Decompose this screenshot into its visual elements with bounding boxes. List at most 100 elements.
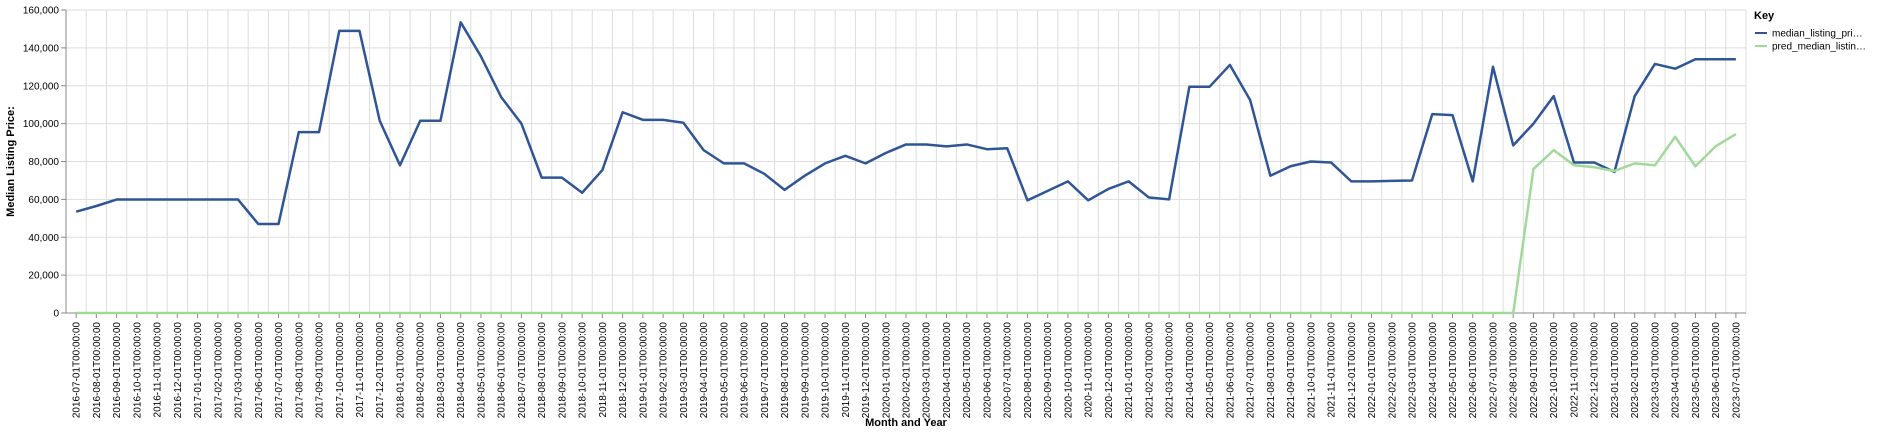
- legend-title: Key: [1754, 10, 1775, 22]
- x-tick-label: 2017-02-01T00:00:00: [213, 322, 224, 419]
- x-tick-label: 2021-04-01T00:00:00: [1185, 322, 1196, 419]
- x-tick-label: 2018-09-01T00:00:00: [557, 322, 568, 419]
- x-tick-label: 2023-02-01T00:00:00: [1630, 322, 1641, 419]
- y-tick-label: 120,000: [23, 81, 60, 92]
- x-tick-label: 2021-02-01T00:00:00: [1144, 322, 1155, 419]
- x-tick-label: 2021-06-01T00:00:00: [1225, 322, 1236, 419]
- x-tick-label: 2022-01-01T00:00:00: [1367, 322, 1378, 419]
- x-tick-label: 2023-04-01T00:00:00: [1671, 322, 1682, 419]
- x-tick-label: 2019-07-01T00:00:00: [760, 322, 771, 419]
- x-tick-label: 2018-04-01T00:00:00: [456, 322, 467, 419]
- x-tick-label: 2021-01-01T00:00:00: [1124, 322, 1135, 419]
- x-tick-label: 2017-01-01T00:00:00: [193, 322, 204, 419]
- x-tick-label: 2022-05-01T00:00:00: [1448, 322, 1459, 419]
- x-tick-label: 2018-12-01T00:00:00: [618, 322, 629, 419]
- x-tick-label: 2020-04-01T00:00:00: [942, 322, 953, 419]
- x-tick-label: 2016-11-01T00:00:00: [153, 322, 164, 418]
- x-tick-label: 2022-02-01T00:00:00: [1387, 322, 1398, 419]
- y-tick-label: 20,000: [28, 271, 59, 282]
- x-tick-label: 2018-03-01T00:00:00: [436, 322, 447, 419]
- x-tick-label: 2020-12-01T00:00:00: [1104, 322, 1115, 419]
- x-tick-label: 2022-10-01T00:00:00: [1549, 322, 1560, 419]
- grid-lines: [65, 9, 1747, 314]
- legend-label: pred_median_listin…: [1772, 42, 1866, 53]
- x-tick-label: 2017-08-01T00:00:00: [294, 322, 305, 419]
- x-tick-label: 2020-08-01T00:00:00: [1023, 322, 1034, 419]
- x-tick-label: 2019-05-01T00:00:00: [719, 322, 730, 419]
- x-tick-label: 2018-06-01T00:00:00: [497, 322, 508, 419]
- x-axis-title: Month and Year: [865, 417, 947, 429]
- x-tick-label: 2022-03-01T00:00:00: [1408, 322, 1419, 419]
- x-tick-label: 2023-03-01T00:00:00: [1650, 322, 1661, 419]
- x-tick-label: 2021-09-01T00:00:00: [1286, 322, 1297, 419]
- y-tick-label: 160,000: [23, 6, 60, 17]
- x-tick-label: 2018-10-01T00:00:00: [578, 322, 589, 419]
- x-tick-label: 2019-03-01T00:00:00: [679, 322, 690, 419]
- x-tick-label: 2019-01-01T00:00:00: [638, 322, 649, 419]
- x-tick-label: 2018-08-01T00:00:00: [537, 322, 548, 419]
- x-tick-label: 2017-11-01T00:00:00: [355, 322, 366, 418]
- x-tick-label: 2020-09-01T00:00:00: [1043, 322, 1054, 419]
- x-tick-label: 2018-07-01T00:00:00: [517, 322, 528, 419]
- x-tick-label: 2022-08-01T00:00:00: [1509, 322, 1520, 419]
- x-tick-label: 2022-07-01T00:00:00: [1488, 322, 1499, 419]
- x-tick-label: 2017-12-01T00:00:00: [375, 322, 386, 419]
- legend-label: median_listing_pri…: [1772, 29, 1863, 40]
- x-tick-label: 2020-05-01T00:00:00: [962, 322, 973, 419]
- axes: 0 20,000 40,000 60,000 80,000 100,000 120,000 1…: [23, 6, 1746, 419]
- x-tick-label: 2019-08-01T00:00:00: [780, 322, 791, 419]
- legend-items: median_listing_pri… pred_median_listin…: [1755, 29, 1866, 53]
- x-tick-label: 2021-11-01T00:00:00: [1327, 322, 1338, 418]
- x-tick-label: 2017-07-01T00:00:00: [274, 322, 285, 419]
- x-tick-label: 2020-02-01T00:00:00: [902, 322, 913, 419]
- x-tick-label: 2021-12-01T00:00:00: [1347, 322, 1358, 419]
- x-tick-label: 2016-10-01T00:00:00: [132, 322, 143, 419]
- x-tick-label: 2019-09-01T00:00:00: [800, 322, 811, 419]
- x-tick-label: 2016-12-01T00:00:00: [173, 322, 184, 419]
- x-tick-label: 2019-04-01T00:00:00: [699, 322, 710, 419]
- x-tick-label: 2019-10-01T00:00:00: [821, 322, 832, 419]
- x-tick-label: 2020-07-01T00:00:00: [1003, 322, 1014, 419]
- x-tick-label: 2020-06-01T00:00:00: [982, 322, 993, 419]
- x-tick-label: 2023-07-01T00:00:00: [1731, 322, 1742, 419]
- y-tick-label: 40,000: [28, 233, 59, 244]
- y-tick-label: 0: [53, 309, 59, 320]
- y-tick-label: 80,000: [28, 157, 59, 168]
- x-tick-label: 2021-10-01T00:00:00: [1306, 322, 1317, 419]
- x-tick-label: 2018-01-01T00:00:00: [395, 322, 406, 419]
- x-tick-label: 2019-06-01T00:00:00: [740, 322, 751, 419]
- x-tick-label: 2022-09-01T00:00:00: [1529, 322, 1540, 419]
- x-tick-label: 2022-12-01T00:00:00: [1590, 322, 1601, 419]
- y-tick-label: 140,000: [23, 43, 60, 54]
- x-tick-label: 2020-01-01T00:00:00: [881, 322, 892, 419]
- x-tick-label: 2021-08-01T00:00:00: [1266, 322, 1277, 419]
- x-tick-label: 2016-08-01T00:00:00: [92, 322, 103, 419]
- x-tick-label: 2023-01-01T00:00:00: [1610, 322, 1621, 419]
- x-tick-label: 2018-02-01T00:00:00: [416, 322, 427, 419]
- x-tick-label: 2021-07-01T00:00:00: [1246, 322, 1257, 419]
- x-tick-label: 2016-09-01T00:00:00: [112, 322, 123, 419]
- series-lines: [75, 21, 1737, 315]
- x-tick-label: 2017-10-01T00:00:00: [335, 322, 346, 419]
- x-tick-label: 2022-06-01T00:00:00: [1468, 322, 1479, 419]
- x-tick-label: 2019-11-01T00:00:00: [841, 322, 852, 418]
- x-tick-label: 2017-09-01T00:00:00: [315, 322, 326, 419]
- x-tick-label: 2022-11-01T00:00:00: [1569, 322, 1580, 418]
- series-line: [76, 132, 1737, 315]
- x-tick-label: 2016-07-01T00:00:00: [72, 322, 83, 419]
- x-tick-label: 2019-12-01T00:00:00: [861, 322, 872, 419]
- x-tick-label: 2020-03-01T00:00:00: [922, 322, 933, 419]
- y-axis-title: Median Listing Price:: [5, 106, 17, 217]
- legend: Key median_listing_pri… pred_median_listi…: [1754, 10, 1866, 53]
- x-tick-label: 2020-11-01T00:00:00: [1084, 322, 1095, 418]
- x-tick-label: 2023-05-01T00:00:00: [1691, 322, 1702, 419]
- series-line: [75, 21, 1736, 226]
- x-tick-label: 2021-03-01T00:00:00: [1165, 322, 1176, 419]
- x-tick-label: 2018-05-01T00:00:00: [476, 322, 487, 419]
- x-tick-label: 2021-05-01T00:00:00: [1205, 322, 1216, 419]
- x-tick-label: 2018-11-01T00:00:00: [598, 322, 609, 418]
- x-tick-label: 2022-04-01T00:00:00: [1428, 322, 1439, 419]
- y-tick-label: 60,000: [28, 195, 59, 206]
- x-tick-label: 2023-06-01T00:00:00: [1711, 322, 1722, 419]
